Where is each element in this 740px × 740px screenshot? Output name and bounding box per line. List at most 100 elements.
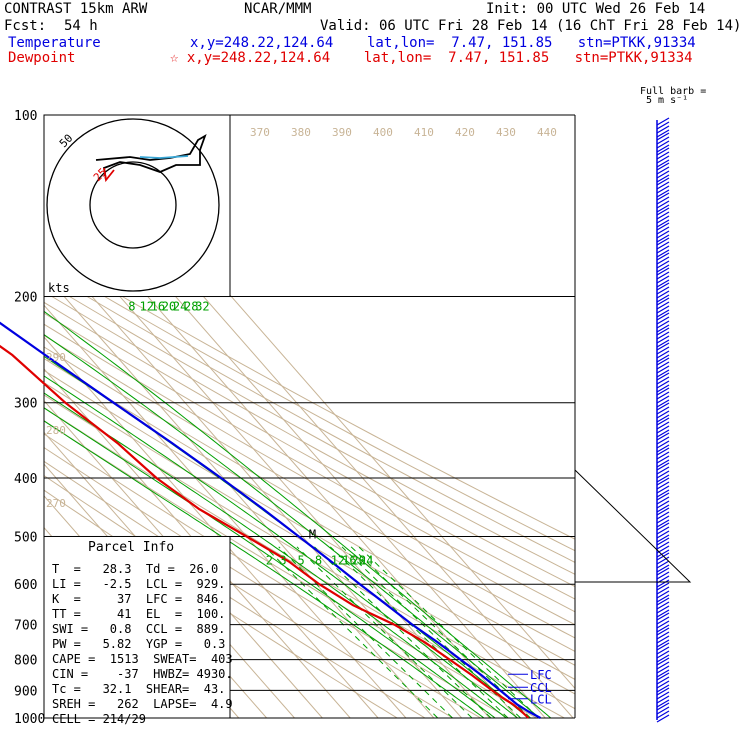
parcel-row: LI = -2.5 LCL = 929.	[52, 577, 226, 591]
wind-barb	[656, 474, 670, 483]
wind-barb	[656, 710, 670, 719]
wind-barb	[656, 312, 670, 321]
wind-barb	[656, 234, 670, 243]
wind-barb	[656, 144, 670, 153]
parcel-row: TT = 41 EL = 100.	[52, 607, 226, 621]
mixing-ratio-label: 12	[331, 554, 345, 568]
wind-barb	[656, 136, 670, 145]
parcel-row: PW = 5.82 YGP = 0.3	[52, 637, 226, 651]
wind-barb	[656, 669, 670, 678]
theta-label: 410	[414, 126, 434, 139]
wind-barb	[656, 646, 670, 655]
wind-barb	[656, 260, 670, 269]
wind-barb	[656, 654, 670, 663]
wind-barb	[656, 151, 670, 160]
wind-barb	[656, 200, 670, 209]
wind-barb	[656, 466, 670, 475]
pressure-tick-label: 300	[14, 397, 37, 412]
wind-barb	[656, 170, 670, 179]
wind-barb	[656, 612, 670, 621]
wind-barb	[656, 252, 670, 261]
wind-barb	[656, 380, 670, 389]
pressure-tick-label: 500	[14, 530, 37, 545]
wind-barb	[656, 417, 670, 426]
wind-barb	[656, 369, 670, 378]
theta-label: 390	[332, 126, 352, 139]
wind-barb	[656, 132, 670, 141]
wind-barb	[656, 189, 670, 198]
moist-adiabat-label: 8	[128, 300, 135, 314]
wind-barb	[656, 372, 670, 381]
wind-barb	[656, 477, 670, 486]
wind-barb	[656, 511, 670, 520]
wind-barb	[656, 631, 670, 640]
moist-adiabat-label: 32	[195, 300, 209, 314]
wind-barb	[656, 414, 670, 423]
wind-barb	[656, 519, 670, 528]
wind-barb	[656, 320, 670, 329]
wind-barb	[656, 181, 670, 190]
dry-adiabat-line	[44, 394, 575, 710]
wind-barb	[656, 444, 670, 453]
wind-barb	[656, 316, 670, 325]
moist-adiabat-label: 12	[140, 300, 154, 314]
wind-barb	[656, 684, 670, 693]
wind-barb	[656, 594, 670, 603]
org-label: NCAR/MMM	[244, 1, 312, 17]
wind-barb	[656, 395, 670, 404]
wind-barb	[656, 657, 670, 666]
dry-adiabat-line	[44, 270, 575, 563]
wind-barb	[656, 361, 670, 370]
pressure-tick-label: 200	[14, 291, 37, 306]
theta-side-label: 280	[46, 424, 66, 437]
wind-barb	[656, 305, 670, 314]
wind-barb	[656, 489, 670, 498]
wind-barb	[656, 590, 670, 599]
wind-barb	[656, 687, 670, 696]
wind-barb	[656, 324, 670, 333]
wind-barb	[656, 204, 670, 213]
theta-side-label: 290	[46, 351, 66, 364]
parcel-info-title: Parcel Info	[88, 540, 175, 555]
wind-barb	[656, 245, 670, 254]
wind-barb	[656, 462, 670, 471]
wind-barb	[656, 335, 670, 344]
wind-barb	[656, 222, 670, 231]
wind-barb	[656, 627, 670, 636]
wind-barb	[656, 665, 670, 674]
wind-barb	[656, 177, 670, 186]
pressure-tick-label: 1000	[14, 712, 45, 727]
wind-barb	[656, 507, 670, 516]
hodograph-ring	[46, 118, 220, 292]
wind-barb	[656, 264, 670, 273]
mixing-ratio-label: 5	[298, 554, 305, 568]
wind-barb	[656, 346, 670, 355]
wind-barb	[656, 605, 670, 614]
wind-barb	[656, 541, 670, 550]
wind-barb	[656, 440, 670, 449]
wind-barb	[656, 241, 670, 250]
level-label: CCL	[530, 681, 552, 695]
wind-barb	[656, 609, 670, 618]
wind-barb	[656, 582, 670, 591]
wind-barb	[656, 230, 670, 239]
wind-barb	[656, 147, 670, 156]
wind-barb	[656, 125, 670, 134]
wind-barb	[656, 297, 670, 306]
wind-barb	[656, 616, 670, 625]
wind-barb	[656, 702, 670, 711]
theta-side-label: 270	[46, 497, 66, 510]
parcel-row: Tc = 32.1 SHEAR= 43.	[52, 682, 226, 696]
moist-adiabat-label: 16	[151, 300, 165, 314]
wind-barb	[656, 327, 670, 336]
wind-barb	[656, 339, 670, 348]
wind-barb	[656, 286, 670, 295]
wind-barb	[656, 601, 670, 610]
wind-barb	[656, 282, 670, 291]
dewpoint-legend-label: Dewpoint	[8, 50, 76, 66]
wind-barb	[656, 196, 670, 205]
wind-barb	[656, 387, 670, 396]
wind-barb	[656, 447, 670, 456]
mixing-ratio-line	[350, 546, 531, 718]
wind-barb	[656, 579, 670, 588]
